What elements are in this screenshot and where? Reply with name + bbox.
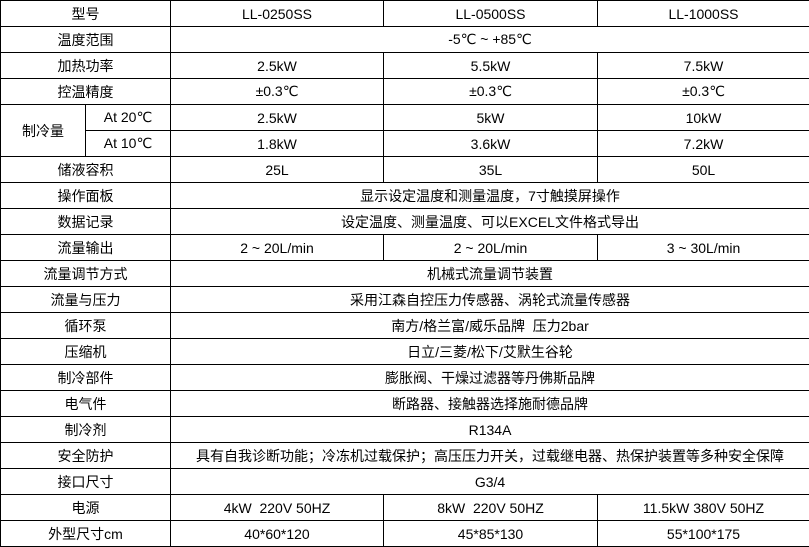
table-row: 流量调节方式 机械式流量调节装置	[0, 260, 809, 287]
row-label: 安全防护	[0, 442, 171, 469]
header-row: 型号 LL-0250SS LL-0500SS LL-1000SS	[0, 0, 809, 27]
value-cell: 40*60*120	[170, 520, 384, 547]
value-cell: 7.2kW	[597, 130, 809, 157]
spanning-value-cell: 膨胀阀、干燥过滤器等丹佛斯品牌	[170, 364, 809, 391]
row-label: 接口尺寸	[0, 468, 171, 495]
value-cell: 2 ~ 20L/min	[170, 234, 384, 261]
row-label: 流量与压力	[0, 286, 171, 313]
value-cell: 2 ~ 20L/min	[383, 234, 598, 261]
table-row: 制冷部件 膨胀阀、干燥过滤器等丹佛斯品牌	[0, 364, 809, 391]
table-row: 储液容积 25L 35L 50L	[0, 156, 809, 183]
value-cell: 50L	[597, 156, 809, 183]
table-row: 温度范围 -5℃ ~ +85℃	[0, 26, 809, 53]
spanning-value-cell: 采用江森自控压力传感器、涡轮式流量传感器	[170, 286, 809, 313]
table-row: 循环泵 南方/格兰富/威乐品牌 压力2bar	[0, 312, 809, 339]
row-label: 流量输出	[0, 234, 171, 261]
header-label: 型号	[0, 0, 171, 27]
row-label: 循环泵	[0, 312, 171, 339]
row-label: 制冷剂	[0, 416, 171, 443]
value-cell: 1.8kW	[170, 130, 384, 157]
spanning-value-cell: 南方/格兰富/威乐品牌 压力2bar	[170, 312, 809, 339]
table-row: 操作面板 显示设定温度和测量温度，7寸触摸屏操作	[0, 182, 809, 209]
value-cell: 45*85*130	[383, 520, 598, 547]
row-label: 外型尺寸cm	[0, 520, 171, 547]
row-label: 电源	[0, 494, 171, 521]
row-label: 数据记录	[0, 208, 171, 235]
value-cell: 25L	[170, 156, 384, 183]
table-row: 制冷剂 R134A	[0, 416, 809, 443]
value-cell: 5.5kW	[383, 52, 598, 79]
spanning-value-cell: 具有自我诊断功能；冷冻机过载保护；高压压力开关，过载继电器、热保护装置等多种安全…	[170, 442, 809, 469]
table-row: 控温精度 ±0.3℃ ±0.3℃ ±0.3℃	[0, 78, 809, 105]
value-cell: 2.5kW	[170, 52, 384, 79]
table-row: 接口尺寸 G3/4	[0, 468, 809, 495]
spanning-value-cell: G3/4	[170, 468, 809, 495]
value-cell: 3.6kW	[383, 130, 598, 157]
sub-row-label: At 20℃	[85, 104, 171, 131]
value-cell: 2.5kW	[170, 104, 384, 131]
row-label: 加热功率	[0, 52, 171, 79]
value-cell: 8kW 220V 50HZ	[383, 494, 598, 521]
row-label: 制冷量	[0, 104, 86, 157]
table-row: At 10℃ 1.8kW 3.6kW 7.2kW	[1, 130, 809, 157]
spanning-value-cell: 断路器、接触器选择施耐德品牌	[170, 390, 809, 417]
model-header: LL-0250SS	[170, 0, 384, 27]
table-row: 电气件 断路器、接触器选择施耐德品牌	[0, 390, 809, 417]
row-label: 储液容积	[0, 156, 171, 183]
table-row: 数据记录 设定温度、测量温度、可以EXCEL文件格式导出	[0, 208, 809, 235]
value-cell: 7.5kW	[597, 52, 809, 79]
table-row: 流量输出 2 ~ 20L/min 2 ~ 20L/min 3 ~ 30L/min	[0, 234, 809, 261]
value-cell: 5kW	[383, 104, 598, 131]
row-label: 电气件	[0, 390, 171, 417]
spanning-value-cell: 机械式流量调节装置	[170, 260, 809, 287]
value-cell: 11.5kW 380V 50HZ	[597, 494, 809, 521]
value-cell: ±0.3℃	[383, 78, 598, 105]
row-label: 控温精度	[0, 78, 171, 105]
row-label: 压缩机	[0, 338, 171, 365]
spanning-value-cell: R134A	[170, 416, 809, 443]
table-row: 加热功率 2.5kW 5.5kW 7.5kW	[0, 52, 809, 79]
table-row: 流量与压力 采用江森自控压力传感器、涡轮式流量传感器	[0, 286, 809, 313]
model-header: LL-1000SS	[597, 0, 809, 27]
spanning-value-cell: 设定温度、测量温度、可以EXCEL文件格式导出	[170, 208, 809, 235]
row-label: 制冷部件	[0, 364, 171, 391]
spanning-value-cell: 日立/三菱/松下/艾默生谷轮	[170, 338, 809, 365]
row-label: 温度范围	[0, 26, 171, 53]
value-cell: 4kW 220V 50HZ	[170, 494, 384, 521]
row-label: 流量调节方式	[0, 260, 171, 287]
value-cell: 3 ~ 30L/min	[597, 234, 809, 261]
table-row: 电源 4kW 220V 50HZ 8kW 220V 50HZ 11.5kW 380V …	[0, 494, 809, 521]
table-row: 压缩机 日立/三菱/松下/艾默生谷轮	[0, 338, 809, 365]
sub-row-label: At 10℃	[85, 130, 171, 157]
table-row: 制冷量 At 20℃ 2.5kW 5kW 10kW	[0, 104, 809, 157]
model-header: LL-0500SS	[383, 0, 598, 27]
value-cell: 55*100*175	[597, 520, 809, 547]
spanning-value-cell: -5℃ ~ +85℃	[170, 26, 809, 53]
spanning-value-cell: 显示设定温度和测量温度，7寸触摸屏操作	[170, 182, 809, 209]
row-label: 操作面板	[0, 182, 171, 209]
value-cell: 35L	[383, 156, 598, 183]
table-row: 外型尺寸cm 40*60*120 45*85*130 55*100*175	[0, 520, 809, 547]
value-cell: 10kW	[597, 104, 809, 131]
table-row: 安全防护 具有自我诊断功能；冷冻机过载保护；高压压力开关，过载继电器、热保护装置等…	[0, 442, 809, 469]
value-cell: ±0.3℃	[597, 78, 809, 105]
value-cell: ±0.3℃	[170, 78, 384, 105]
